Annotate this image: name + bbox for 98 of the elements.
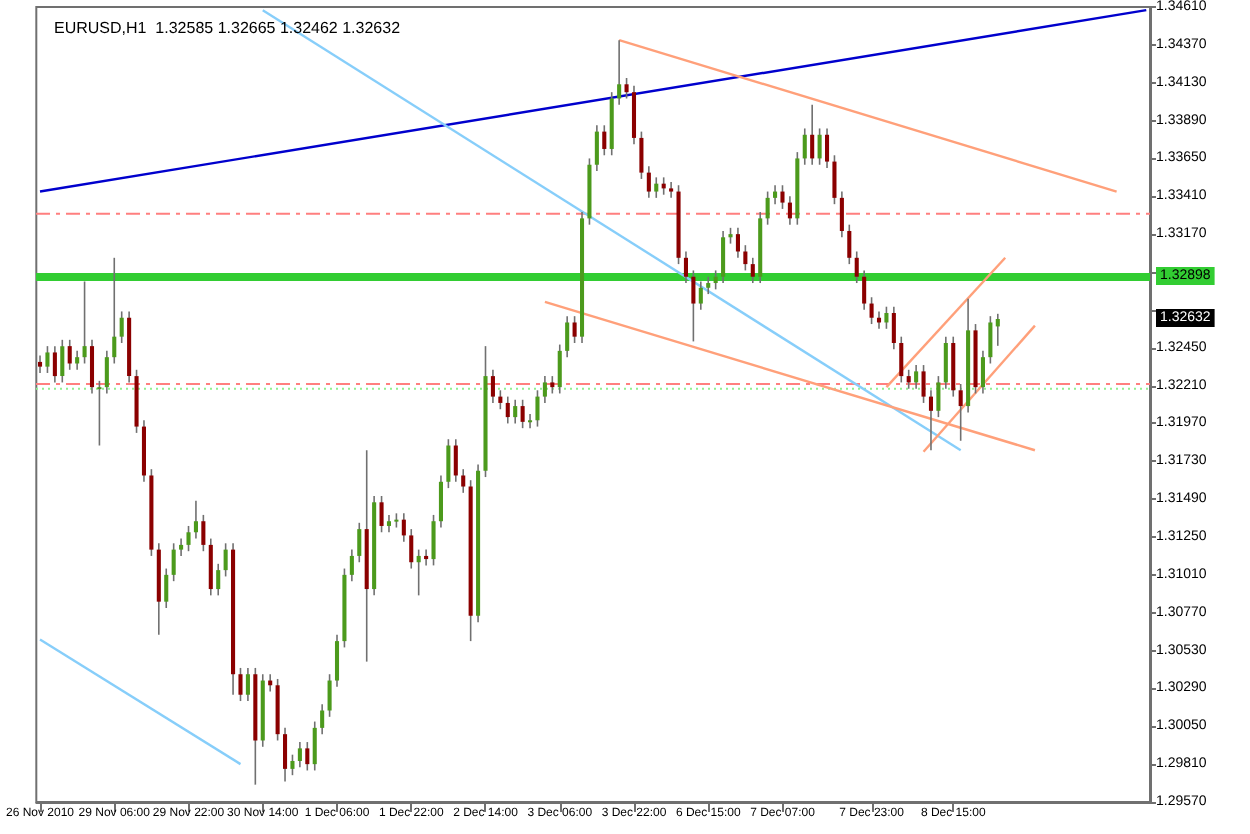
candlestick	[602, 124, 607, 157]
candlestick	[617, 39, 622, 106]
candlestick	[238, 667, 243, 702]
candlestick	[928, 389, 934, 452]
candlestick	[245, 667, 250, 702]
candlestick	[773, 184, 778, 205]
candlestick	[112, 257, 117, 365]
candlestick	[817, 127, 822, 166]
candlestick	[765, 190, 770, 226]
candlestick	[119, 310, 124, 344]
candlestick	[943, 335, 948, 390]
candlestick	[282, 727, 288, 783]
candlestick	[810, 104, 815, 166]
candlestick	[906, 369, 911, 390]
text: EURUSD,H1 1.32585 1.32665 1.32462 1.32632	[54, 19, 402, 37]
candlestick	[936, 375, 941, 418]
candlestick	[713, 269, 718, 291]
candlestick	[743, 244, 748, 272]
candlestick	[839, 190, 844, 239]
candlestick	[490, 369, 495, 404]
candlestick	[847, 223, 852, 265]
candlestick	[431, 514, 436, 567]
candlestick	[951, 335, 956, 398]
candlestick	[409, 528, 414, 570]
candlestick	[446, 438, 451, 489]
candlestick	[721, 230, 726, 284]
candlestick	[862, 269, 867, 311]
candlestick	[921, 364, 926, 404]
candlestick	[201, 514, 206, 552]
candlestick	[186, 525, 191, 552]
candlestick	[535, 389, 540, 428]
candlestick	[780, 184, 785, 210]
candlestick	[802, 127, 807, 166]
candlestick	[357, 522, 362, 564]
candlestick	[349, 548, 354, 582]
candlestick	[297, 741, 302, 769]
candlestick	[223, 542, 228, 578]
candlestick	[750, 257, 755, 284]
candlestick	[171, 542, 176, 582]
candlestick	[334, 634, 340, 688]
candlestick	[854, 250, 859, 284]
candlestick	[513, 398, 518, 425]
candlestick	[542, 375, 547, 404]
candlestick	[654, 176, 659, 199]
candlestick	[505, 395, 510, 425]
candlestick	[891, 305, 896, 351]
candlestick	[528, 413, 533, 429]
candlestick	[60, 339, 65, 384]
candlestick	[45, 345, 50, 374]
candlestick	[639, 130, 644, 180]
candlestick	[164, 567, 169, 609]
candlestick	[438, 474, 443, 529]
candlestick	[899, 335, 904, 384]
candlestick	[914, 364, 919, 390]
candlestick	[89, 339, 95, 395]
candlestick	[305, 741, 310, 772]
candlestick	[557, 343, 562, 395]
candlestick	[52, 345, 57, 384]
candlestick	[594, 124, 599, 172]
candlestick	[320, 703, 325, 735]
candlestick	[735, 227, 740, 259]
candlestick	[401, 512, 406, 543]
candlestick	[691, 269, 696, 343]
candlestick	[565, 315, 570, 358]
candlestick	[67, 339, 72, 371]
candlestick	[572, 315, 577, 344]
candlestick	[416, 548, 421, 597]
candlestick	[646, 165, 651, 199]
candlestick	[958, 383, 963, 442]
candlestick	[520, 398, 525, 429]
candlestick	[988, 315, 993, 365]
candlestick	[787, 195, 792, 226]
candlestick	[424, 548, 429, 567]
candlestick	[453, 438, 458, 483]
candlestick	[75, 350, 80, 371]
candlestick	[824, 127, 830, 169]
candlestick	[884, 305, 889, 330]
candlestick	[312, 720, 317, 772]
candlestick	[461, 468, 466, 494]
candlestick	[669, 181, 674, 199]
candlestick	[624, 77, 629, 100]
candlestick	[97, 380, 102, 447]
candlestick	[683, 250, 689, 284]
candlestick	[290, 753, 295, 776]
candlestick	[216, 563, 221, 597]
candlestick	[832, 154, 837, 205]
candlestick	[379, 495, 384, 534]
candlestick	[327, 673, 332, 718]
candlestick	[82, 280, 87, 365]
candlestick	[498, 389, 503, 411]
candlestick	[631, 85, 637, 146]
candlestick	[995, 313, 1000, 347]
candlestick	[869, 296, 874, 325]
candlestick	[193, 499, 198, 540]
candlestick	[698, 280, 703, 311]
candlestick	[980, 350, 985, 395]
candlestick	[208, 537, 213, 597]
candlestick	[104, 350, 109, 395]
